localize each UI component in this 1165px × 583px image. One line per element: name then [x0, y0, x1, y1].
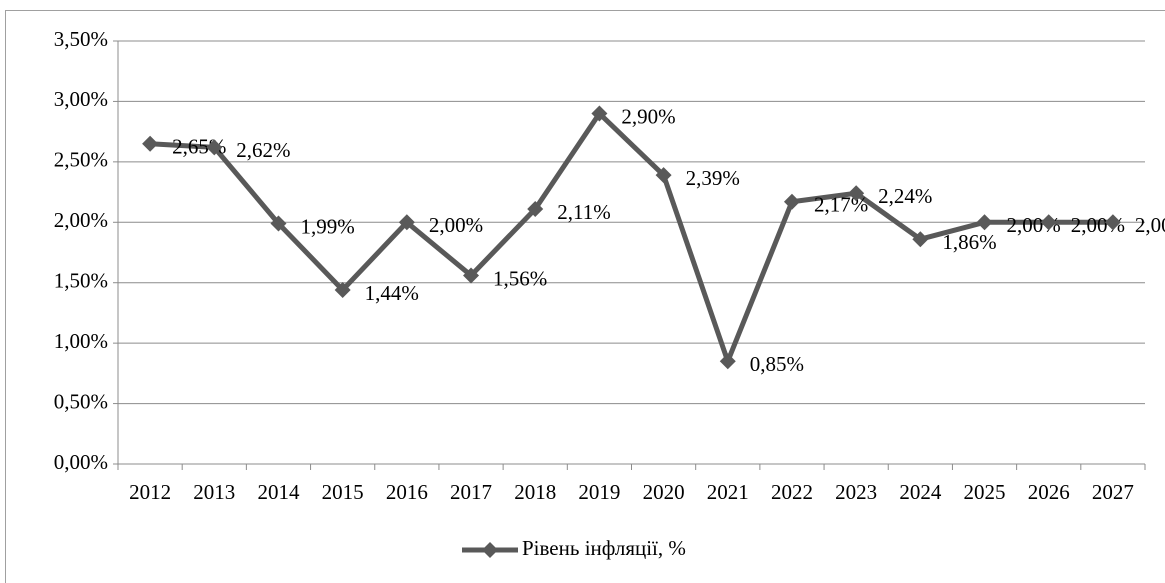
marker: [591, 105, 608, 122]
y-tick-label: 2,50%: [54, 148, 108, 172]
data-label: 2,11%: [557, 200, 610, 224]
x-tick-label: 2024: [899, 480, 942, 504]
y-tick-label: 0,00%: [54, 450, 108, 474]
x-tick-label: 2025: [964, 480, 1006, 504]
chart-border: [5, 10, 1165, 583]
y-tick-label: 2,00%: [54, 208, 108, 232]
y-tick-label: 3,50%: [54, 27, 108, 51]
y-tick-label: 1,50%: [54, 269, 108, 293]
data-label: 2,39%: [686, 166, 740, 190]
x-tick-label: 2021: [707, 480, 749, 504]
marker: [976, 214, 993, 231]
marker: [1104, 214, 1121, 231]
data-label: 2,00%: [1135, 213, 1165, 237]
data-label: 2,62%: [236, 138, 290, 162]
data-label: 1,86%: [942, 230, 996, 254]
data-label: 1,44%: [365, 281, 419, 305]
x-tick-label: 2026: [1028, 480, 1070, 504]
y-tick-label: 1,00%: [54, 329, 108, 353]
marker: [655, 167, 672, 184]
x-tick-label: 2020: [643, 480, 685, 504]
data-label: 1,99%: [300, 214, 354, 238]
marker: [142, 135, 159, 152]
data-label: 1,56%: [493, 266, 547, 290]
x-tick-label: 2015: [322, 480, 364, 504]
legend-label: Рівень інфляції, %: [522, 536, 686, 560]
x-tick-label: 2017: [450, 480, 492, 504]
data-label: 0,85%: [750, 352, 804, 376]
data-label: 2,00%: [429, 213, 483, 237]
marker: [206, 139, 223, 156]
x-tick-label: 2022: [771, 480, 813, 504]
marker: [848, 185, 865, 202]
marker: [270, 215, 287, 232]
x-tick-label: 2016: [386, 480, 428, 504]
x-tick-label: 2013: [193, 480, 235, 504]
marker: [1040, 214, 1057, 231]
series-line: [149, 111, 1113, 364]
marker: [527, 200, 544, 217]
marker: [334, 281, 351, 298]
data-label: 2,90%: [621, 104, 675, 128]
data-label: 2,24%: [878, 184, 932, 208]
marker: [398, 214, 415, 231]
x-tick-label: 2018: [514, 480, 556, 504]
x-tick-label: 2014: [257, 480, 300, 504]
x-tick-label: 2012: [129, 480, 171, 504]
x-tick-label: 2019: [578, 480, 620, 504]
legend-marker: [482, 542, 498, 558]
marker: [719, 353, 736, 370]
x-tick-label: 2027: [1092, 480, 1134, 504]
y-tick-label: 0,50%: [54, 389, 108, 413]
x-tick-label: 2023: [835, 480, 877, 504]
marker: [463, 267, 480, 284]
marker: [783, 193, 800, 210]
y-tick-label: 3,00%: [54, 87, 108, 111]
marker: [912, 231, 929, 248]
